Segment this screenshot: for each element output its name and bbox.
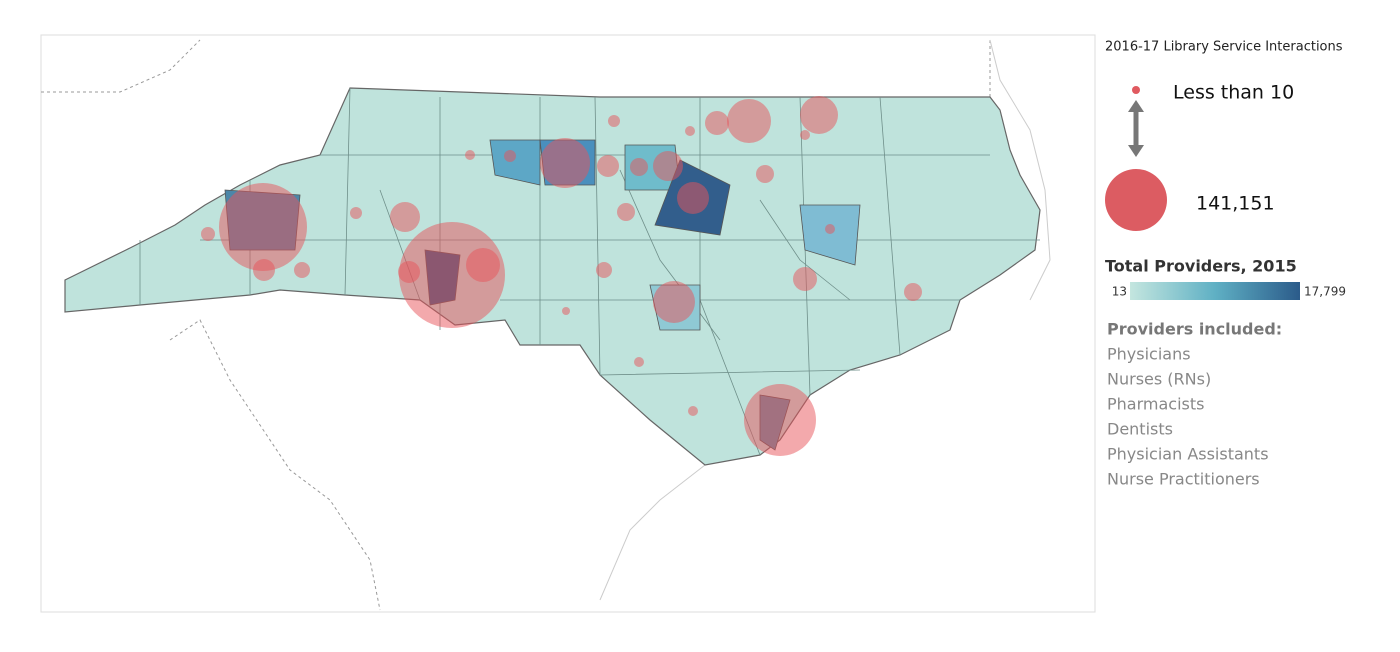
- size-legend-min-label: Less than 10: [1173, 82, 1294, 104]
- color-max-label: 17,799: [1304, 285, 1346, 299]
- size-legend-title: 2016-17 Library Service Interactions: [1105, 40, 1343, 55]
- provider-item: Nurses (RNs): [1107, 370, 1211, 389]
- provider-item: Nurse Practitioners: [1107, 470, 1260, 489]
- provider-item: Pharmacists: [1107, 395, 1204, 414]
- size-legend-min: [1132, 86, 1140, 94]
- providers-title: Providers included:: [1107, 320, 1282, 339]
- size-legend-max-label: 141,151: [1196, 193, 1275, 215]
- provider-item: Dentists: [1107, 420, 1173, 439]
- provider-item: Physicians: [1107, 345, 1191, 364]
- provider-item: Physician Assistants: [1107, 445, 1269, 464]
- state-borders: [41, 39, 991, 611]
- arrow-head: [1128, 100, 1144, 112]
- interaction-bubbles: [201, 96, 922, 456]
- color-ramp: [1130, 282, 1300, 300]
- providers-list: Physicians Nurses (RNs) Pharmacists Dentist…: [1107, 345, 1269, 489]
- coastline: [599, 39, 1051, 601]
- color-legend-title: Total Providers, 2015: [1105, 257, 1297, 276]
- size-legend-max: [1105, 169, 1167, 231]
- arrow-head: [1128, 145, 1144, 157]
- color-min-label: 13: [1112, 285, 1127, 299]
